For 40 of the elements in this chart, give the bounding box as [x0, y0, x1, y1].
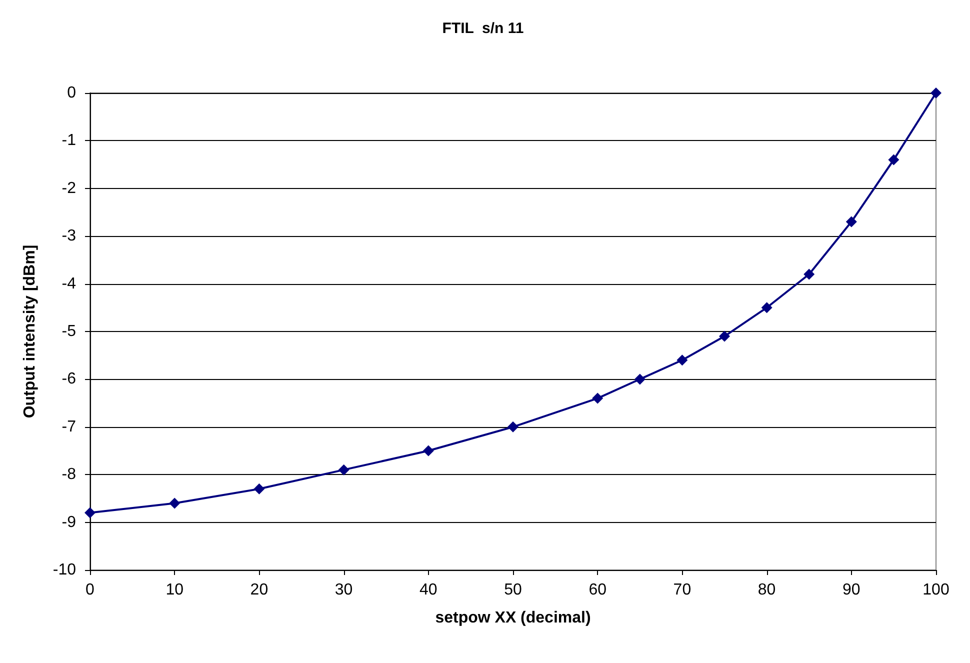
point [338, 464, 350, 476]
chart-title: FTIL s/n 11 [442, 20, 524, 37]
point [888, 154, 900, 166]
x-tick-label: 80 [758, 582, 776, 598]
x-tick-label: 90 [842, 582, 860, 598]
y-tick-label: -2 [62, 180, 76, 197]
y-tick-label: -9 [62, 514, 76, 531]
point [84, 507, 96, 518]
x-axis-title: setpow XX (decimal) [435, 610, 591, 626]
x-tick-label: 10 [166, 582, 184, 598]
point [508, 421, 518, 432]
y-tick-label: -1 [62, 132, 76, 150]
point [930, 88, 942, 98]
x-tick-label: 100 [922, 582, 950, 598]
point [634, 374, 646, 385]
point [804, 268, 815, 280]
x-tick-label: 0 [86, 582, 95, 598]
y-tick-label: -8 [62, 466, 76, 484]
point [254, 483, 265, 494]
x-tick-label: 40 [420, 582, 438, 598]
x-tick-label: 30 [334, 582, 353, 598]
x-tick-label: 60 [588, 582, 607, 598]
point [846, 216, 857, 228]
y-tick-label: -3 [62, 228, 76, 245]
x-tick-label: 50 [504, 582, 522, 598]
y-tick-label: -6 [62, 370, 76, 388]
point [422, 445, 434, 456]
y-tick-label: -4 [62, 275, 76, 292]
x-tick-label: 20 [250, 582, 268, 598]
y-tick-label: -5 [62, 323, 76, 340]
point [592, 392, 604, 404]
point [676, 354, 688, 366]
point [761, 302, 772, 314]
x-tick-label: 70 [673, 582, 692, 598]
y-tick-label: 0 [67, 84, 76, 102]
point [169, 498, 180, 509]
y-tick-label: -7 [62, 418, 76, 436]
y-tick-label: -10 [52, 562, 76, 578]
y-axis-title: Output intensity [dBm] [22, 244, 38, 418]
point [719, 330, 730, 342]
